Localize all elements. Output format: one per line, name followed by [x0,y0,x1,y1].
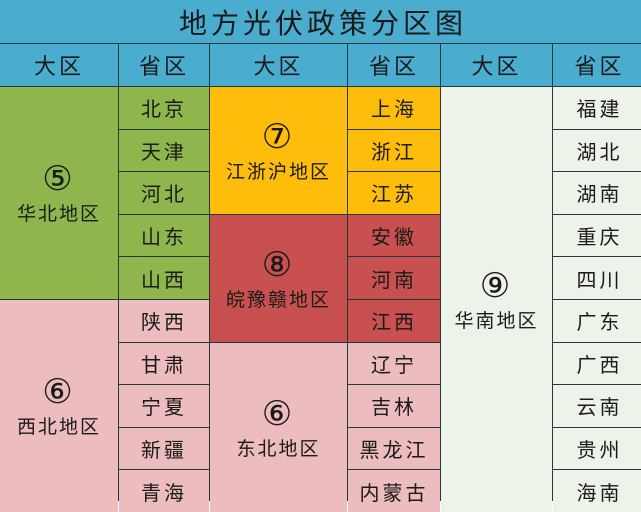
province-cell: 陕西 [119,299,209,342]
province-cell: 宁夏 [119,385,209,427]
region-cell: ⑥ 东北地区 [210,342,347,512]
region-number: ⑧ [261,244,296,285]
region-number: ⑤ [42,159,76,200]
column-header: 大区 [441,44,552,86]
province-cell: 山东 [119,214,209,257]
province-cell: 河南 [348,257,440,299]
province-cell: 广西 [553,342,641,385]
region-number: ⑦ [261,116,296,157]
province-cell: 内蒙古 [348,470,440,512]
column-header: 大区 [0,44,118,86]
region-name: 华南地区 [454,309,539,332]
region-number: ⑥ [261,393,296,434]
region-name: 华北地区 [16,203,101,226]
province-cell: 安徽 [348,214,440,257]
region-number: ⑨ [479,265,514,306]
region-name: 西北地区 [16,416,101,439]
province-cell: 湖南 [553,172,641,214]
province-cell: 河北 [119,172,209,214]
region-name: 皖豫赣地区 [225,288,331,311]
region-cell: ⑨ 华南地区 [441,87,552,512]
province-cell: 云南 [553,385,641,427]
province-cell: 江苏 [348,172,440,214]
province-cell: 海南 [553,470,641,512]
region-cell: ⑤ 华北地区 [0,87,118,299]
region-cell: ⑦ 江浙沪地区 [210,87,347,214]
province-cell: 甘肃 [119,342,209,385]
table-title: 地方光伏政策分区图 [0,0,641,43]
province-cell: 天津 [119,129,209,172]
province-cell: 四川 [553,257,641,299]
region-name: 东北地区 [236,437,321,460]
province-cell: 山西 [119,257,209,299]
province-cell: 吉林 [348,385,440,427]
province-cell: 浙江 [348,129,440,172]
province-cell: 新疆 [119,427,209,470]
province-cell: 辽宁 [348,342,440,385]
province-cell: 福建 [553,87,641,129]
province-cell: 江西 [348,299,440,342]
column-header: 大区 [210,44,347,86]
column-header: 省区 [348,44,440,86]
region-name: 江浙沪地区 [225,160,331,183]
province-cell: 北京 [119,87,209,129]
column-header: 省区 [553,44,641,86]
column-header: 省区 [119,44,209,86]
province-cell: 重庆 [553,214,641,257]
region-cell: ⑧ 皖豫赣地区 [210,214,347,342]
province-cell: 湖北 [553,129,641,172]
province-cell: 上海 [348,87,440,129]
province-cell: 黑龙江 [348,427,440,470]
region-cell: ⑥ 西北地区 [0,299,118,512]
region-number: ⑥ [42,372,76,413]
province-cell: 青海 [119,470,209,512]
province-cell: 贵州 [553,427,641,470]
province-cell: 广东 [553,299,641,342]
